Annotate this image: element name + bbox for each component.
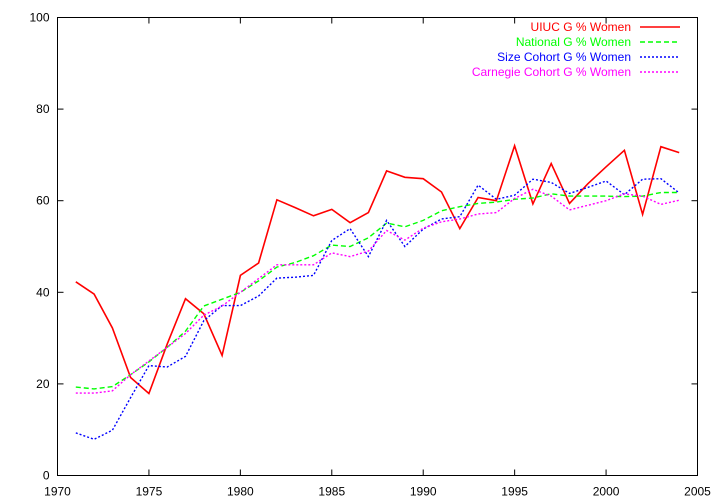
x-tick-label: 1975 [136, 485, 163, 499]
y-tick-label: 40 [36, 285, 50, 299]
y-tick-label: 60 [36, 194, 50, 208]
x-tick-label: 1985 [318, 485, 345, 499]
legend-label-4: Carnegie Cohort G % Women [472, 65, 631, 79]
y-tick-label: 0 [43, 469, 50, 483]
x-tick-label: 1995 [501, 485, 528, 499]
x-tick-label: 2000 [593, 485, 620, 499]
legend-label-1: UIUC G % Women [531, 20, 631, 34]
y-tick-label: 20 [36, 377, 50, 391]
plot-area [75, 143, 680, 441]
series-line-1 [75, 143, 680, 395]
x-tick-label: 1990 [410, 485, 437, 499]
y-tick-label: 80 [36, 102, 50, 116]
series-line-4 [75, 188, 680, 394]
y-tick-label: 100 [29, 11, 49, 25]
x-tick-label: 2005 [684, 485, 711, 499]
plot-frame [57, 17, 698, 476]
axes: 1970 1975 1980 1985 1990 1995 2000 2005 0 20 40 60 8… [29, 11, 711, 499]
series-line-3 [75, 177, 680, 441]
legend-label-3: Size Cohort G % Women [497, 50, 631, 64]
series-line-2 [75, 191, 680, 390]
x-tick-label: 1980 [227, 485, 254, 499]
x-tick-label: 1970 [44, 485, 71, 499]
legend-label-2: National G % Women [516, 35, 631, 49]
